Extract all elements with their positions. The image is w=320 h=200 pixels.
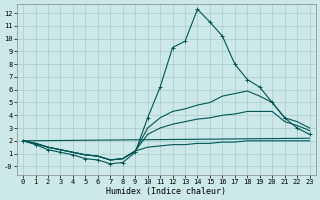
X-axis label: Humidex (Indice chaleur): Humidex (Indice chaleur) [106,187,226,196]
